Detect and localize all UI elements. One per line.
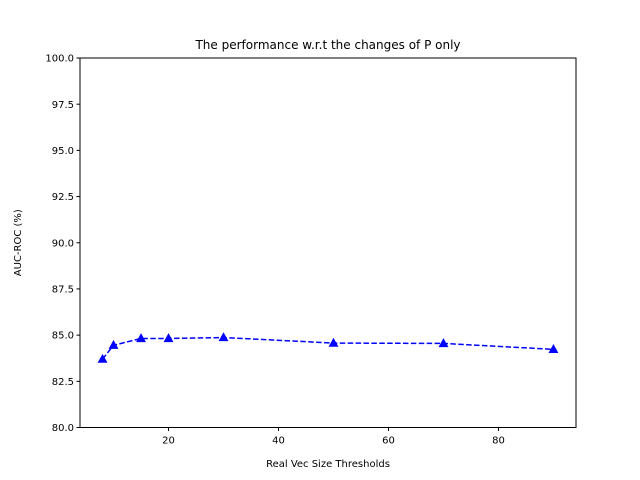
chart-title: The performance w.r.t the changes of P o… — [194, 38, 460, 52]
data-point-triangle — [438, 338, 449, 348]
y-tick-label: 87.5 — [52, 285, 74, 296]
data-point-triangle — [97, 353, 108, 363]
x-axis-label: Real Vec Size Thresholds — [266, 459, 390, 470]
x-tick-label: 60 — [382, 436, 395, 447]
data-point-triangle — [136, 333, 146, 343]
y-tick-label: 97.5 — [52, 100, 74, 111]
y-axis: 80.0 82.5 85.0 87.5 90.0 92.5 95.0 97.5 100.0 — [45, 54, 80, 434]
x-tick-label: 40 — [272, 436, 285, 447]
data-point-triangle — [218, 332, 229, 342]
y-tick-label: 85.0 — [52, 331, 74, 342]
x-axis: 20 40 60 80 — [162, 427, 505, 447]
y-tick-label: 80.0 — [52, 423, 74, 434]
y-tick-label: 82.5 — [52, 377, 74, 388]
y-tick-label: 92.5 — [52, 192, 74, 203]
y-tick-label: 95.0 — [52, 146, 74, 157]
data-point-triangle — [163, 333, 174, 343]
plot-frame — [79, 57, 577, 428]
y-axis-label: AUC-ROC (%) — [13, 209, 24, 276]
data-point-triangle — [548, 344, 559, 353]
x-tick-label: 20 — [162, 436, 175, 447]
y-tick-label: 100.0 — [45, 54, 74, 65]
y-tick-label: 90.0 — [52, 238, 74, 249]
data-point-triangle — [328, 337, 339, 347]
x-tick-label: 80 — [492, 436, 505, 447]
data-point-triangle — [108, 339, 119, 349]
series-layer — [97, 332, 559, 363]
